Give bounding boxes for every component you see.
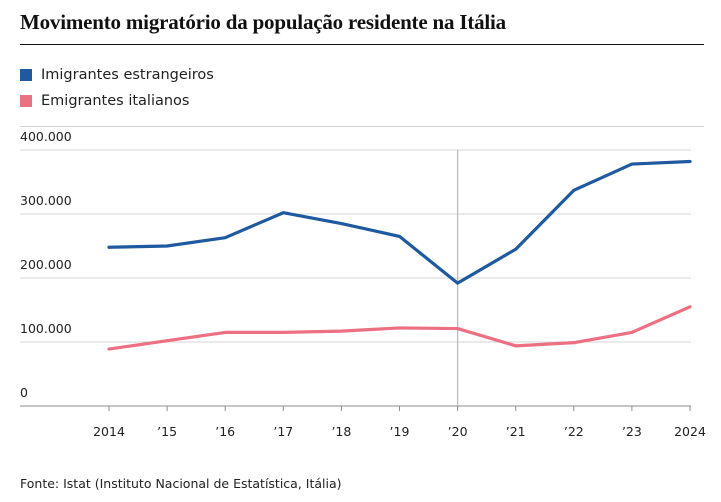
data-point-s0-5 <box>398 235 401 238</box>
data-point-s1-9 <box>630 331 634 334</box>
data-point-s0-4 <box>340 222 343 225</box>
legend-swatch-emigrants <box>20 95 32 107</box>
x-tick-label-7: ’21 <box>506 424 526 439</box>
data-point-s1-4 <box>340 329 343 333</box>
data-point-s0-10 <box>688 160 692 163</box>
data-point-s0-2 <box>224 236 227 239</box>
x-tick-label-6: ’20 <box>448 424 468 439</box>
data-point-s0-8 <box>572 189 575 192</box>
data-point-s1-8 <box>572 341 575 344</box>
x-tick-label-0: 2014 <box>93 424 125 439</box>
x-tick-label-10: 2024 <box>674 424 706 439</box>
legend-divider <box>20 126 704 127</box>
title-rule <box>20 44 704 45</box>
data-point-s0-0 <box>107 246 111 249</box>
data-point-s0-3 <box>282 211 285 214</box>
data-point-s0-7 <box>514 248 517 251</box>
data-point-s0-6 <box>456 281 459 285</box>
data-point-s1-0 <box>107 347 111 351</box>
x-tick-label-9: ’23 <box>622 424 642 439</box>
legend-swatch-immigrants <box>20 69 32 81</box>
data-point-s0-1 <box>165 244 169 248</box>
legend-item-immigrants: Imigrantes estrangeiros <box>20 62 214 88</box>
data-point-s1-6 <box>456 327 459 330</box>
x-tick-label-4: ’18 <box>331 424 351 439</box>
chart-title: Movimento migratório da população reside… <box>20 10 506 34</box>
x-tick-label-8: ’22 <box>564 424 584 439</box>
data-point-s1-10 <box>688 305 692 308</box>
x-tick-label-2: ’16 <box>215 424 235 439</box>
data-point-s1-1 <box>165 339 169 342</box>
series-line-0 <box>107 159 692 285</box>
data-point-s1-2 <box>224 331 227 334</box>
source-note: Fonte: Istat (Instituto Nacional de Esta… <box>20 476 342 491</box>
legend-label-immigrants: Imigrantes estrangeiros <box>41 67 214 83</box>
legend: Imigrantes estrangeiros Emigrantes itali… <box>20 62 214 114</box>
y-tick-label-3: 300.000 <box>20 193 72 208</box>
legend-label-emigrants: Emigrantes italianos <box>41 93 190 109</box>
data-point-s1-5 <box>398 326 401 330</box>
y-tick-label-1: 100.000 <box>20 321 72 336</box>
y-tick-label-0: 0 <box>20 385 28 400</box>
legend-item-emigrants: Emigrantes italianos <box>20 88 214 114</box>
data-point-s1-7 <box>514 344 517 348</box>
x-tick-label-5: ’19 <box>390 424 410 439</box>
y-tick-label-4: 400.000 <box>20 129 72 144</box>
y-tick-label-2: 200.000 <box>20 257 72 272</box>
x-tick-label-1: ’15 <box>157 424 177 439</box>
data-point-s0-9 <box>630 162 634 166</box>
x-tick-label-3: ’17 <box>273 424 293 439</box>
data-point-s1-3 <box>282 331 285 334</box>
